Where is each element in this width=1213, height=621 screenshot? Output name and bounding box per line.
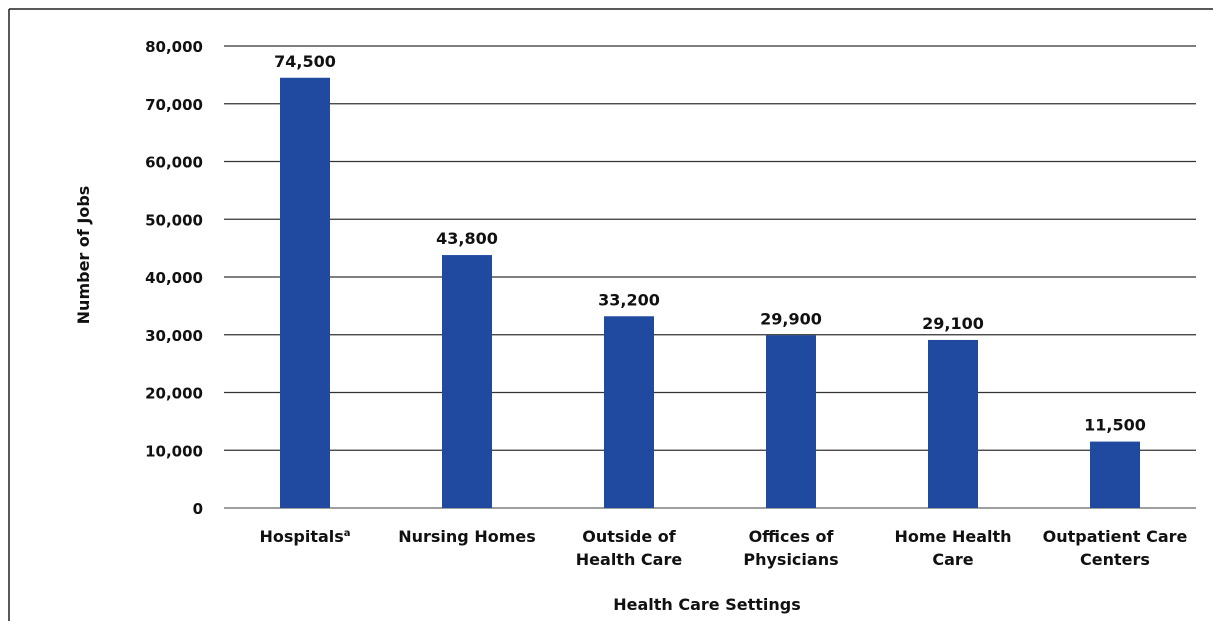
- x-tick-label: Outside of Health Care: [576, 527, 683, 569]
- bar: [442, 255, 492, 508]
- bar: [604, 316, 654, 508]
- chart-border: [8, 8, 1213, 621]
- bar-value-label: 29,900: [760, 309, 822, 328]
- bar: [280, 77, 330, 508]
- footnote-marker: a: [344, 528, 351, 539]
- x-tick-label: Offices of Physicians: [743, 527, 838, 569]
- y-axis-ticks: 0 10,000 20,000 30,000 40,000 50,000 60,000 70,…: [145, 38, 203, 518]
- x-tick-label: Nursing Homes: [398, 527, 536, 546]
- x-tick-label: Hospitalsa: [259, 527, 350, 546]
- y-tick-label: 30,000: [145, 327, 203, 345]
- y-tick-label: 20,000: [145, 385, 203, 403]
- bar-value-label: 29,100: [922, 314, 984, 333]
- y-tick-label: 50,000: [145, 211, 203, 229]
- grid-lines: [224, 45, 1196, 509]
- y-tick-label: 40,000: [145, 269, 203, 287]
- bar: [766, 335, 816, 508]
- y-axis-title: Number of Jobs: [74, 186, 93, 325]
- y-tick-label: 10,000: [145, 442, 203, 460]
- bar: [928, 339, 978, 508]
- x-axis-ticks: Hospitalsa Nursing Homes Outside of Health …: [259, 527, 1187, 569]
- bar-value-label: 74,500: [274, 52, 336, 71]
- bar-value-label: 33,200: [598, 290, 660, 309]
- bar-value-label: 43,800: [436, 229, 498, 248]
- x-axis-title: Health Care Settings: [613, 595, 801, 614]
- y-tick-label: 0: [193, 500, 203, 518]
- x-tick-label: Outpatient Care Centers: [1043, 527, 1188, 569]
- y-tick-label: 70,000: [145, 96, 203, 114]
- bar-value-label: 11,500: [1084, 416, 1146, 435]
- y-tick-label: 60,000: [145, 154, 203, 172]
- y-tick-label: 80,000: [145, 38, 203, 56]
- x-tick-label: Home Health Care: [894, 527, 1011, 569]
- bar: [1090, 441, 1140, 508]
- value-labels: 74,500 43,800 33,200 29,900 29,100 11,500: [274, 52, 1146, 435]
- bars: [280, 77, 1140, 508]
